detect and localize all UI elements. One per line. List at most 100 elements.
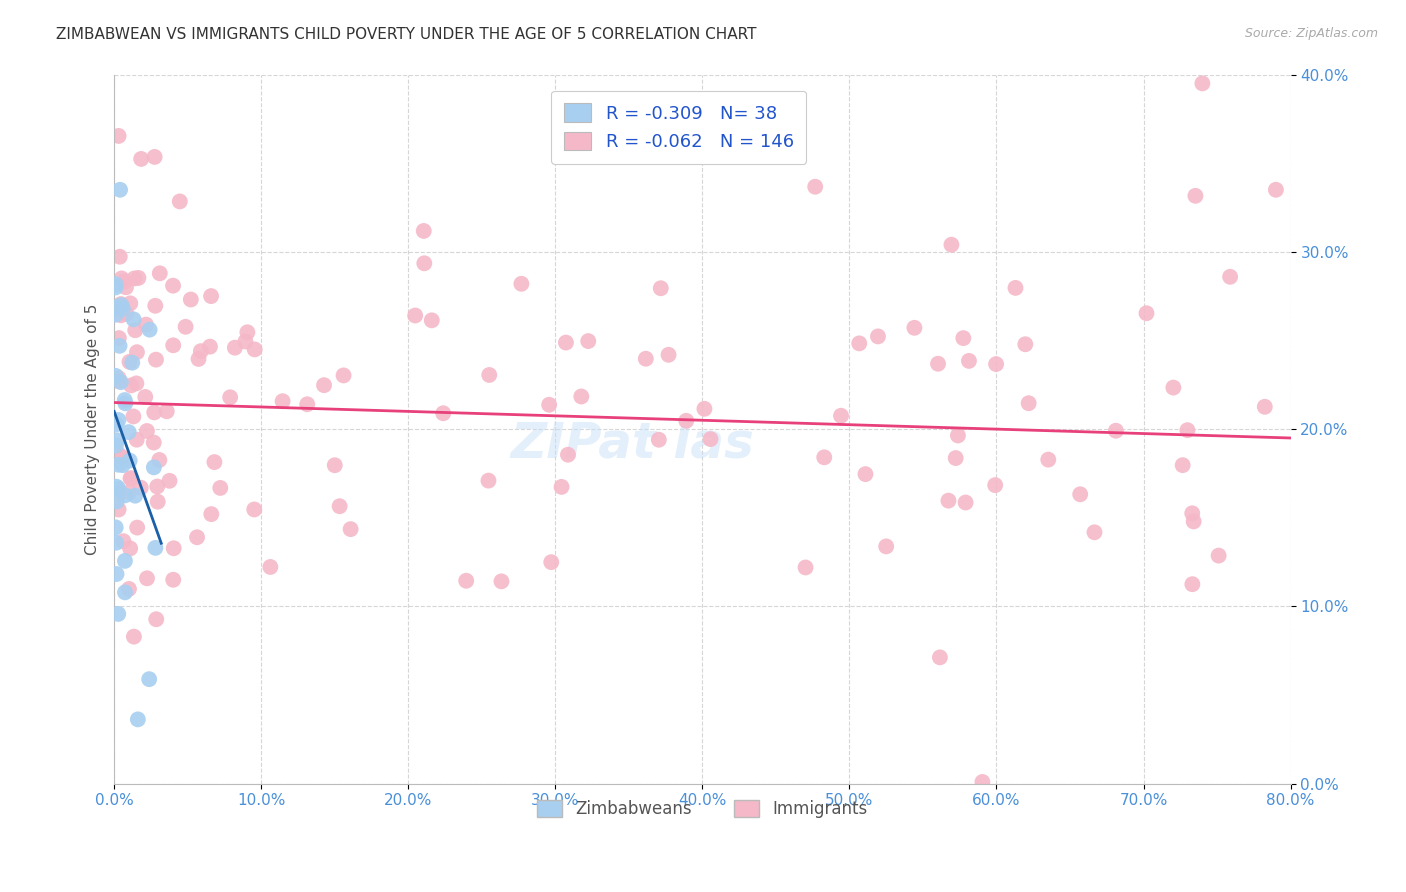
Point (941, 237, 963, 252)
Point (332, 368, 354, 383)
Point (1105, 424, 1128, 438)
Point (1018, 396, 1040, 410)
Point (110, 375, 132, 389)
Point (108, 250, 131, 264)
Point (105, 417, 128, 432)
Point (129, 152, 152, 166)
Point (804, 179, 827, 194)
Point (555, 335, 578, 350)
Point (657, 348, 679, 362)
Point (1171, 458, 1194, 472)
Point (243, 502, 266, 516)
Point (675, 414, 697, 428)
Point (162, 573, 184, 587)
Point (135, 318, 157, 332)
Point (957, 354, 980, 368)
Point (1004, 281, 1026, 295)
Point (107, 487, 129, 501)
Point (848, 336, 870, 351)
Point (955, 495, 977, 509)
Point (1135, 306, 1157, 320)
Point (107, 413, 129, 427)
Point (432, 406, 454, 420)
Y-axis label: Child Poverty Under the Age of 5: Child Poverty Under the Age of 5 (86, 303, 100, 555)
Point (146, 494, 169, 508)
Text: ZIMBABWEAN VS IMMIGRANTS CHILD POVERTY UNDER THE AGE OF 5 CORRELATION CHART: ZIMBABWEAN VS IMMIGRANTS CHILD POVERTY U… (56, 27, 756, 42)
Point (1177, 423, 1199, 437)
Point (104, 308, 127, 322)
Point (984, 357, 1007, 371)
Point (259, 560, 281, 574)
Point (143, 405, 166, 419)
Point (143, 150, 166, 164)
Point (538, 398, 561, 412)
Point (110, 308, 132, 322)
Point (124, 271, 146, 285)
Point (404, 309, 426, 323)
Point (125, 433, 148, 447)
Point (120, 471, 142, 485)
Point (127, 520, 149, 534)
Point (108, 183, 131, 197)
Point (105, 536, 128, 550)
Point (125, 345, 148, 359)
Point (127, 712, 149, 726)
Point (794, 560, 817, 574)
Point (107, 482, 129, 496)
Point (136, 571, 159, 585)
Point (114, 488, 136, 502)
Point (114, 392, 136, 407)
Point (107, 374, 129, 388)
Point (110, 297, 132, 311)
Point (129, 481, 152, 495)
Point (107, 502, 129, 516)
Point (107, 371, 129, 385)
Point (200, 507, 222, 521)
Point (1014, 337, 1036, 351)
Point (115, 307, 138, 321)
Point (813, 450, 835, 465)
Point (104, 520, 127, 534)
Point (104, 438, 127, 452)
Point (830, 409, 852, 423)
Point (145, 352, 167, 367)
Point (105, 480, 128, 494)
Point (946, 428, 969, 442)
Point (329, 500, 352, 514)
Point (699, 432, 721, 446)
Point (169, 194, 191, 209)
Text: ZIPat las: ZIPat las (510, 419, 754, 467)
Point (1184, 189, 1206, 203)
Point (163, 541, 186, 556)
Point (1208, 549, 1230, 563)
Point (104, 277, 127, 292)
Point (146, 479, 169, 493)
Point (110, 298, 132, 312)
Text: Source: ZipAtlas.com: Source: ZipAtlas.com (1244, 27, 1378, 40)
Point (120, 378, 142, 392)
Point (190, 344, 212, 359)
Point (1069, 487, 1091, 501)
Point (576, 334, 599, 348)
Point (107, 458, 129, 472)
Point (145, 541, 167, 555)
Point (866, 329, 889, 343)
Point (557, 448, 579, 462)
Point (142, 460, 165, 475)
Point (1163, 381, 1185, 395)
Point (903, 320, 925, 334)
Point (156, 404, 179, 418)
Point (104, 368, 127, 383)
Point (477, 474, 499, 488)
Point (124, 323, 146, 337)
Point (104, 280, 127, 294)
Point (115, 280, 138, 294)
Point (1083, 525, 1105, 540)
Point (413, 256, 436, 270)
Point (648, 433, 671, 447)
Point (938, 493, 960, 508)
Point (236, 326, 259, 340)
Point (550, 480, 572, 494)
Point (202, 455, 225, 469)
Point (120, 296, 142, 310)
